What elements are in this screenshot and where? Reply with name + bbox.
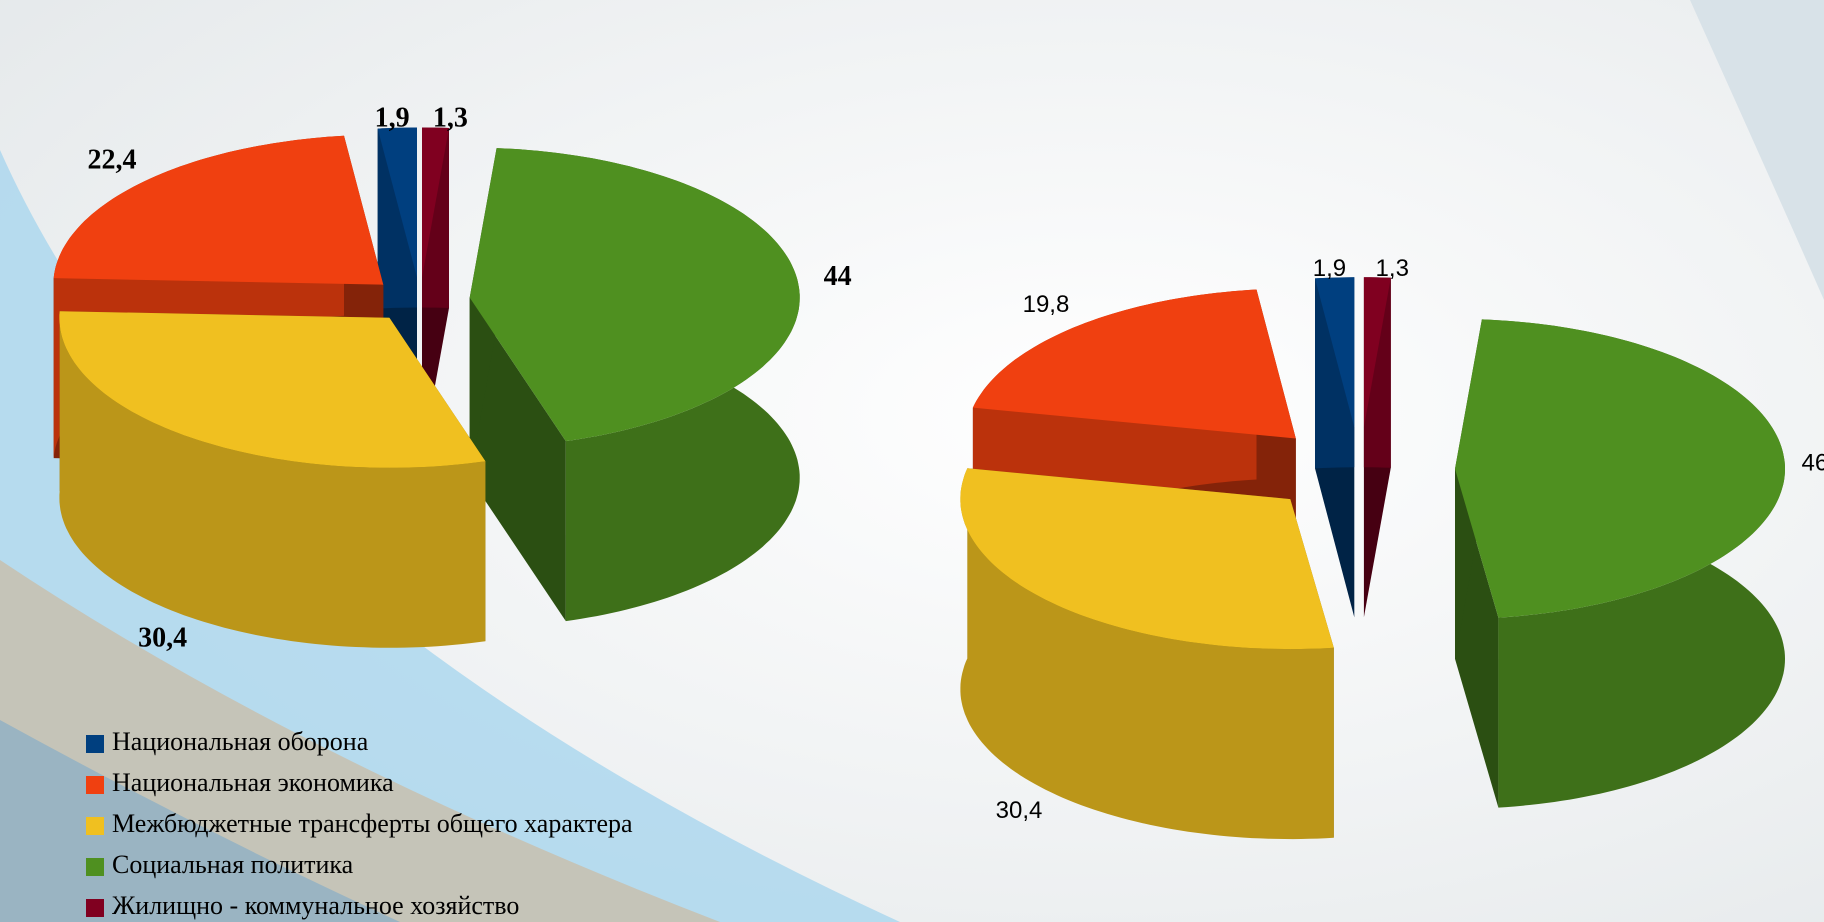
legend-label: Жилищно - коммунальное хозяйство	[112, 891, 519, 920]
pie-slice	[469, 148, 800, 442]
pie-slice	[53, 135, 384, 285]
data-label: 44	[824, 261, 852, 292]
legend-swatch	[86, 899, 104, 917]
slice-wall	[960, 468, 1334, 840]
legend-swatch	[86, 776, 104, 794]
data-label: 46,6	[1801, 450, 1824, 477]
data-label: 1,9	[1313, 255, 1346, 282]
data-label: 1,9	[375, 102, 410, 133]
slice-wall	[59, 311, 486, 648]
legend: Национальная оборона Национальная экономи…	[86, 727, 633, 920]
data-label: 1,3	[1376, 255, 1409, 282]
legend-label: Национальная экономика	[112, 768, 394, 797]
pies: 1,9 22,4 30,4 44 1,3 1,9 19,8 30,4 46,6 1,3	[53, 102, 1824, 840]
pie-slice	[960, 468, 1334, 650]
slice-side	[469, 297, 566, 622]
pie-slice	[972, 289, 1296, 439]
legend-swatch	[86, 817, 104, 835]
swoosh	[1690, 0, 1824, 300]
legend-swatch	[86, 735, 104, 753]
pie-slice	[1315, 277, 1355, 428]
pie-slice	[1455, 319, 1785, 618]
legend-swatch	[86, 858, 104, 876]
legend-label: Национальная оборона	[112, 727, 369, 756]
data-label: 30,4	[996, 797, 1043, 824]
pie-slice	[1363, 277, 1391, 428]
legend-label: Межбюджетные трансферты общего характера	[112, 809, 633, 838]
data-label: 22,4	[88, 145, 137, 176]
data-label: 30,4	[138, 622, 187, 653]
legend-label: Социальная политика	[112, 850, 354, 879]
data-label: 1,3	[433, 102, 468, 133]
data-label: 19,8	[1023, 291, 1070, 318]
pie-slice	[377, 127, 417, 278]
pie-slice	[59, 311, 486, 468]
pie-slice	[422, 127, 449, 278]
